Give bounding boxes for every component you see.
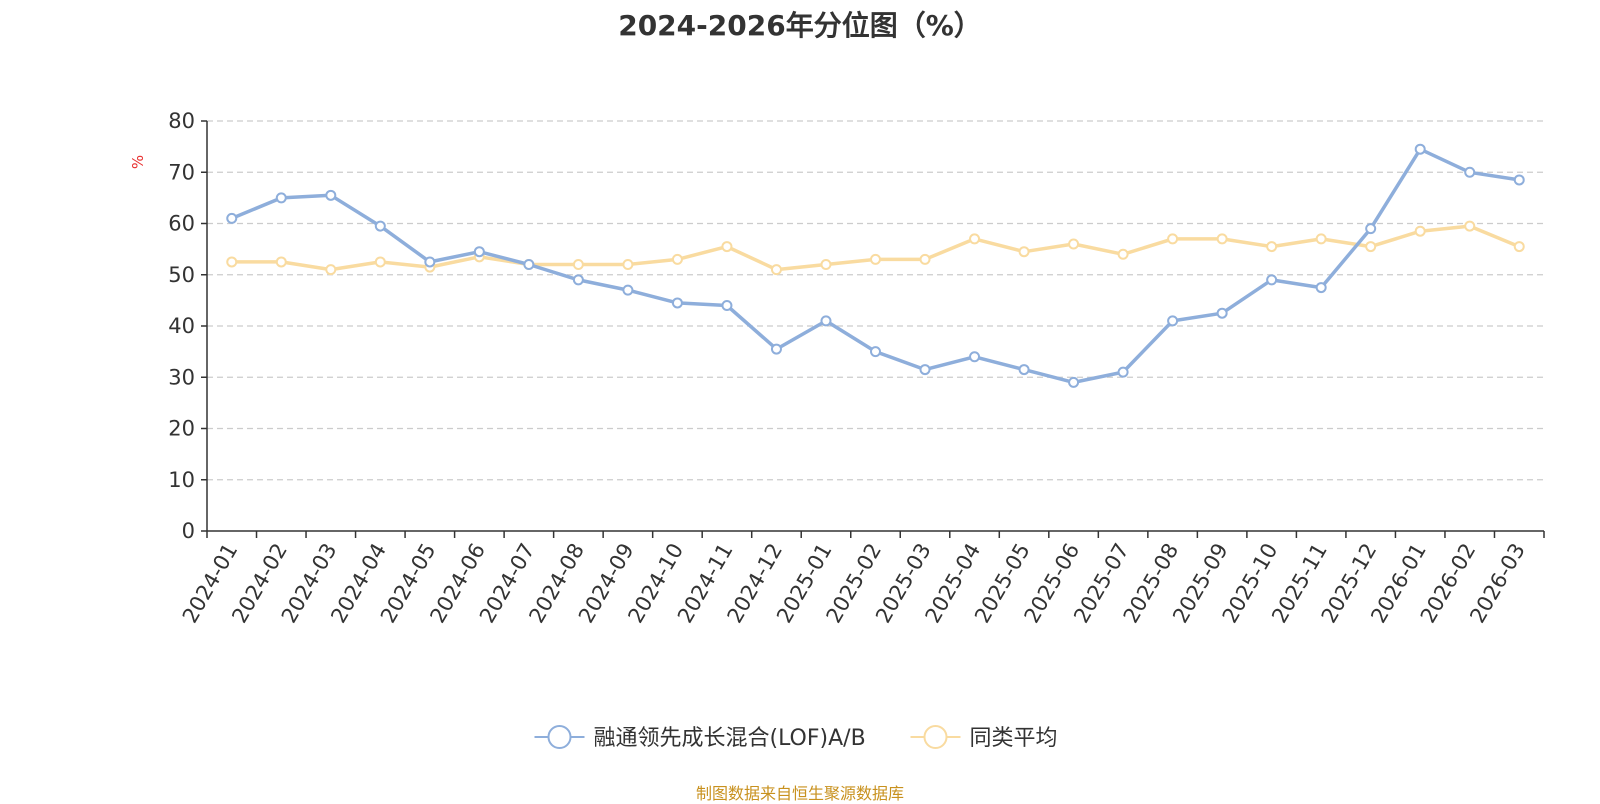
data-point: [721, 241, 733, 253]
data-point: [1216, 233, 1228, 245]
y-tick-label: 30: [168, 365, 195, 389]
data-point: [1068, 376, 1080, 388]
chart-title: 2024-2026年分位图（%）: [618, 9, 982, 42]
axes: [201, 120, 1545, 538]
y-tick-label: 40: [168, 314, 195, 338]
legend: 融通领先成长混合(LOF)A/B 同类平均: [534, 725, 1058, 751]
data-point: [424, 256, 436, 268]
data-point: [1315, 233, 1327, 245]
data-point: [1266, 274, 1278, 286]
series-group: [226, 220, 1525, 276]
data-point: [1464, 220, 1476, 232]
data-point: [870, 346, 881, 358]
data-point: [1068, 238, 1080, 250]
y-tick-labels: 0 10 20 30 40 50 60 70 80: [168, 109, 195, 543]
data-point: [870, 253, 881, 265]
series-group: [226, 143, 1525, 388]
y-tick-label: 80: [168, 109, 195, 133]
data-point: [622, 259, 634, 270]
data-point: [1513, 241, 1525, 253]
data-point: [572, 259, 584, 270]
y-tick-label: 10: [168, 468, 195, 492]
data-point: [969, 351, 981, 363]
data-point: [572, 274, 584, 286]
data-point: [1513, 174, 1525, 186]
data-point: [1018, 246, 1030, 258]
data-point: [1315, 282, 1327, 294]
data-point: [1414, 143, 1426, 155]
data-point: [226, 212, 238, 224]
data-point: [1414, 225, 1426, 237]
data-point: [1117, 366, 1129, 378]
y-tick-label: 60: [168, 212, 195, 236]
data-point: [374, 220, 386, 232]
legend-swatch-marker: [923, 725, 948, 749]
legend-swatch-marker: [547, 725, 572, 749]
data-point: [1464, 166, 1476, 178]
y-tick-label: 0: [182, 519, 195, 543]
data-point: [671, 297, 683, 309]
data-point: [275, 256, 287, 268]
y-tick-label: 70: [168, 160, 195, 184]
data-point: [671, 253, 683, 265]
source-note: 制图数据来自恒生聚源数据库: [695, 784, 904, 803]
data-point: [374, 256, 386, 268]
data-point: [820, 315, 832, 327]
data-point: [1167, 233, 1179, 245]
data-point: [1365, 223, 1377, 235]
data-point: [275, 192, 287, 204]
data-point: [473, 246, 485, 258]
y-tick-label: 50: [168, 263, 195, 287]
data-point: [1167, 315, 1179, 327]
legend-label: 融通领先成长混合(LOF)A/B: [594, 726, 866, 751]
data-point: [721, 300, 733, 311]
data-point: [770, 264, 782, 276]
data-point: [325, 264, 337, 276]
y-tick-label: 20: [168, 417, 195, 441]
data-point: [1216, 307, 1228, 319]
data-point: [820, 259, 832, 270]
grid-lines: [207, 120, 1544, 481]
data-point: [622, 284, 634, 296]
legend-item: 同类平均: [910, 725, 1058, 751]
series: [226, 143, 1525, 388]
data-point: [770, 343, 782, 355]
data-point: [1365, 241, 1377, 253]
data-point: [325, 189, 337, 201]
legend-label: 同类平均: [970, 726, 1058, 751]
data-point: [919, 364, 931, 376]
data-point: [969, 233, 981, 245]
legend-item: 融通领先成长混合(LOF)A/B: [534, 725, 866, 751]
x-tick-labels: 2024-012024-022024-032024-042024-052024-…: [178, 539, 1530, 627]
data-point: [1117, 248, 1129, 260]
data-point: [919, 253, 931, 265]
data-point: [226, 256, 238, 268]
data-point: [523, 259, 535, 270]
data-point: [1018, 364, 1030, 376]
y-axis-unit-label: %: [129, 155, 147, 169]
data-point: [1266, 241, 1278, 253]
